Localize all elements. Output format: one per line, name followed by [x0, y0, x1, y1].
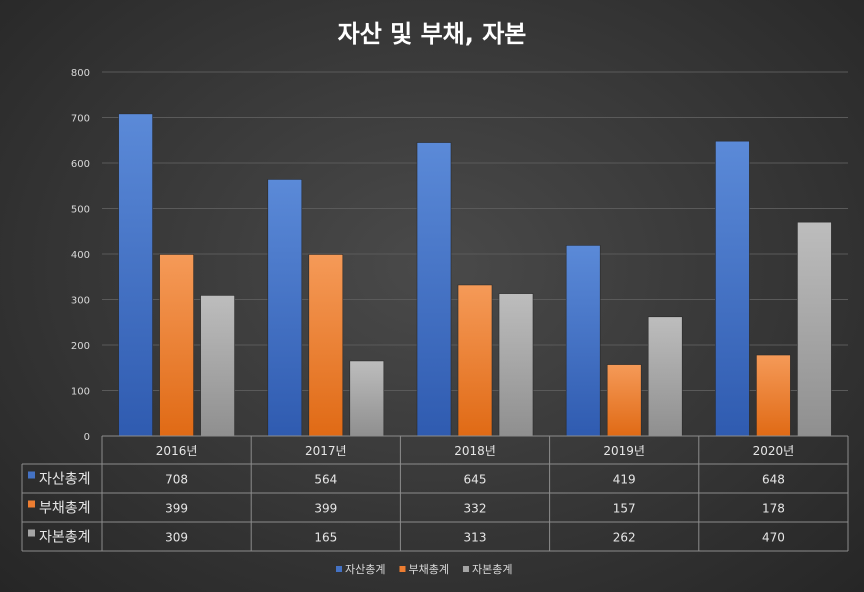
data-label: 470 — [762, 531, 785, 545]
y-tick-label: 400 — [71, 250, 90, 261]
legend-key — [399, 566, 406, 572]
x-category-label: 2018년 — [454, 444, 496, 458]
x-category-label: 2020년 — [753, 444, 795, 458]
y-tick-label: 500 — [71, 205, 90, 216]
x-category-label: 2017년 — [305, 444, 347, 458]
bar-자본총계-2016년 — [200, 295, 235, 437]
data-label: 708 — [165, 473, 188, 487]
x-category-label: 2016년 — [156, 444, 198, 458]
bar-부채총계-2017년 — [308, 254, 344, 437]
legend-label: 자본총계 — [472, 563, 512, 576]
data-label: 157 — [613, 502, 636, 516]
row-legend-key — [28, 529, 35, 537]
row-label: 부채총계 — [39, 501, 91, 517]
x-category-label: 2019년 — [603, 444, 645, 458]
data-label: 648 — [762, 473, 785, 487]
y-tick-label: 200 — [71, 341, 90, 352]
data-label: 165 — [314, 531, 337, 545]
bar-자본총계-2019년 — [647, 316, 683, 437]
bar-자본총계-2018년 — [498, 293, 534, 437]
data-label: 399 — [165, 502, 188, 516]
bar-부채총계-2016년 — [159, 254, 194, 437]
bars — [118, 113, 832, 437]
data-label: 309 — [165, 531, 188, 545]
data-label: 419 — [613, 473, 636, 487]
legend: 자산총계 부채총계 자본총계 — [336, 563, 512, 576]
data-label: 313 — [464, 531, 487, 545]
data-label: 262 — [613, 531, 636, 545]
y-axis: 0 100 200 300 400 500 600 700 800 — [71, 68, 90, 443]
bar-자본총계-2020년 — [797, 221, 832, 437]
bar-부채총계-2018년 — [457, 284, 493, 437]
bar-자산총계-2019년 — [565, 245, 601, 437]
row-label: 자산총계 — [39, 472, 91, 488]
legend-key — [462, 566, 469, 572]
y-tick-label: 0 — [84, 432, 90, 443]
bar-자산총계-2020년 — [715, 140, 750, 437]
y-tick-label: 300 — [71, 296, 90, 307]
data-label: 564 — [314, 473, 337, 487]
y-tick-label: 800 — [71, 68, 90, 79]
bar-자산총계-2017년 — [267, 179, 303, 437]
row-legend-key — [28, 471, 35, 479]
data-label: 645 — [464, 473, 487, 487]
y-tick-label: 600 — [71, 159, 90, 170]
y-tick-label: 700 — [71, 114, 90, 125]
bar-부채총계-2020년 — [756, 354, 791, 437]
data-label: 332 — [464, 502, 487, 516]
data-label: 399 — [314, 502, 337, 516]
chart-title: 자산 및 부채, 자본 — [338, 20, 527, 48]
data-label: 178 — [762, 502, 785, 516]
row-label: 자본총계 — [39, 530, 91, 546]
y-tick-label: 100 — [71, 387, 90, 398]
legend-key — [336, 566, 342, 572]
bar-자산총계-2016년 — [118, 113, 153, 437]
bar-자본총계-2017년 — [349, 360, 385, 437]
legend-label: 부채총계 — [408, 563, 448, 576]
bar-자산총계-2018년 — [416, 142, 452, 437]
row-legend-key — [28, 500, 35, 508]
legend-label: 자산총계 — [345, 563, 385, 576]
bar-부채총계-2019년 — [606, 364, 642, 437]
